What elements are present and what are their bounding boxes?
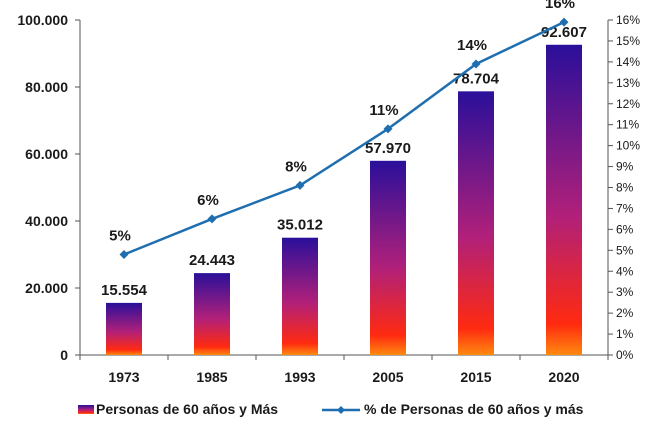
line-value-label: 5% [109,228,131,245]
right-tick-label: 6% [616,222,634,236]
bar [458,91,494,355]
x-tick-label: 2015 [460,369,491,385]
line-value-label: 16% [545,0,575,12]
right-tick-label: 15% [616,34,640,48]
bar [546,44,582,356]
legend-bar-swatch [78,405,94,414]
right-tick-label: 3% [616,285,634,299]
right-tick-label: 1% [616,327,634,341]
x-tick-label: 1973 [108,369,139,385]
bar-value-label: 24.443 [189,252,235,269]
line-value-label: 8% [285,158,307,175]
line-point [119,250,129,259]
right-tick-label: 2% [616,306,634,320]
bar [282,237,318,355]
bar-value-label: 78.704 [453,70,500,87]
bar-value-label: 15.554 [101,282,148,299]
right-tick-label: 7% [616,201,634,215]
right-tick-label: 8% [616,181,634,195]
line-point [207,214,217,224]
x-tick-label: 2020 [548,369,579,385]
line-point [471,59,481,69]
bar [194,273,230,355]
line-value-label: 11% [369,102,398,119]
left-tick-label: 100.000 [17,12,68,28]
right-tick-label: 11% [616,118,639,132]
line-value-label: 14% [457,37,487,54]
left-tick-label: 80.000 [25,79,68,95]
legend-line-marker [337,406,345,414]
bar-value-label: 57.970 [365,140,411,157]
percentage-line [123,20,565,256]
line-point [383,124,393,134]
bar-value-label: 35.012 [277,217,323,234]
left-tick-label: 60.000 [25,146,68,162]
right-tick-label: 16% [616,13,640,27]
right-tick-label: 13% [616,76,640,90]
left-tick-label: 0 [60,347,68,363]
line-point [295,180,305,190]
legend-line-label: % de Personas de 60 años y más [364,401,584,417]
legend-bar-label: Personas de 60 años y Más [96,401,278,417]
right-tick-label: 0% [616,348,634,362]
line-value-label: 6% [197,192,219,209]
line-point [559,17,569,27]
right-tick-label: 4% [616,264,634,278]
right-tick-label: 9% [616,160,634,174]
left-tick-label: 40.000 [25,213,68,229]
bar [106,302,142,355]
right-tick-label: 10% [616,139,640,153]
left-tick-label: 20.000 [25,280,68,296]
x-tick-label: 2005 [372,369,403,385]
plot-area: 0 20.000 40.000 60.000 80.000 100.000 0% 1% 2% 3%… [17,0,640,417]
right-tick-label: 5% [616,243,634,257]
x-tick-label: 1993 [284,369,315,385]
right-tick-label: 14% [616,55,640,69]
right-tick-label: 12% [616,97,640,111]
bar [370,160,406,355]
x-tick-label: 1985 [196,369,227,385]
